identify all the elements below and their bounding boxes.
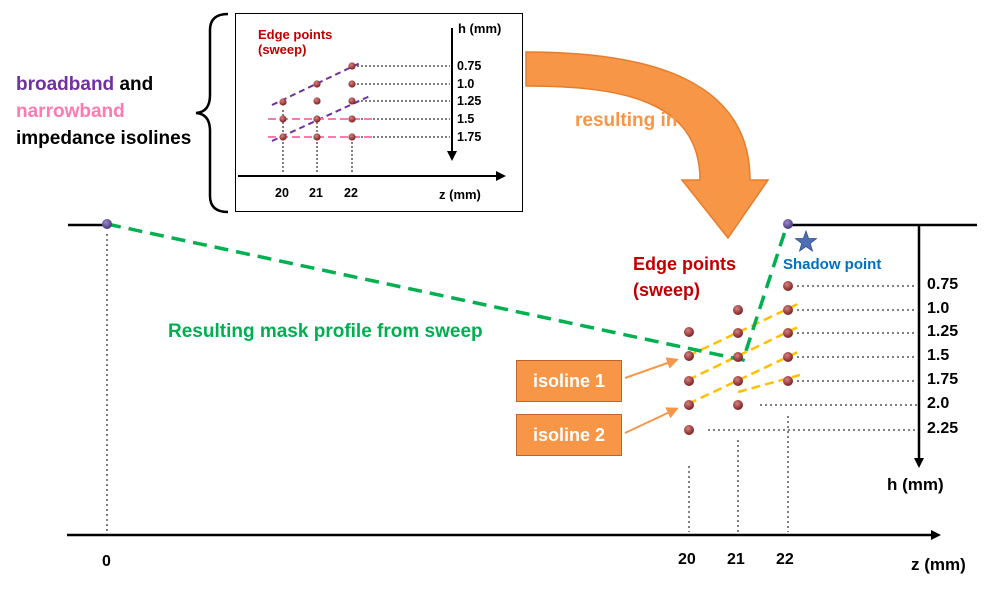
inset-h-tick: 1.25 — [457, 94, 482, 108]
isoline2-pointer — [624, 407, 679, 434]
and-label: and — [114, 74, 154, 95]
main-h-axis-label: h (mm) — [887, 475, 944, 494]
inset-h-axis-label: h (mm) — [458, 21, 502, 36]
main-z-axis-label: z (mm) — [911, 555, 966, 574]
isoline2-box: isoline 2 — [516, 414, 622, 456]
inset-h-tick: 1.5 — [457, 112, 475, 126]
z-tick: 0 — [102, 553, 111, 570]
isoline2-label: isoline 2 — [532, 424, 606, 445]
edge-point — [684, 400, 694, 410]
inset-diagram — [238, 28, 506, 181]
edge-point — [733, 352, 743, 362]
isoline1-label: isoline 1 — [532, 370, 606, 391]
inset-edge-point — [313, 133, 321, 141]
yellow-isoline — [687, 349, 801, 406]
yellow-isoline — [737, 373, 801, 394]
isoline1-box: isoline 1 — [516, 360, 622, 402]
h-tick: 2.25 — [927, 420, 959, 437]
inset-edge-point — [279, 133, 287, 141]
resulting-in-arrow — [525, 51, 770, 240]
edge-point — [733, 305, 743, 315]
inset-broadband-isoline — [271, 61, 363, 106]
inset-edge-point — [348, 115, 356, 123]
edge-points-title: Edge points (sweep) — [633, 254, 736, 300]
z-tick: 22 — [776, 551, 794, 568]
h-tick: 0.75 — [927, 276, 959, 293]
edge-point — [684, 376, 694, 386]
isolines-legend-label: broadband and narrowband impedance isoli… — [16, 74, 191, 155]
resulting-in-label: resulting in — [575, 110, 678, 131]
curly-brace — [195, 12, 229, 214]
isoline1-pointer — [624, 357, 679, 379]
inset-edge-point — [348, 97, 356, 105]
inset-edge-point — [279, 115, 287, 123]
h-tick: 1.0 — [927, 300, 950, 317]
inset-z-tick: 22 — [344, 186, 358, 200]
profile-end-point — [783, 219, 793, 229]
z-tick: 21 — [727, 551, 745, 568]
inset-edge-point — [348, 133, 356, 141]
edge-point — [783, 281, 793, 291]
inset-z-tick: 21 — [309, 186, 323, 200]
inset-frame — [235, 13, 523, 212]
z-tick: 20 — [678, 551, 696, 568]
inset-h-tick: 1.0 — [457, 77, 475, 91]
h-tick: 1.25 — [927, 323, 959, 340]
inset-h-tick: 1.75 — [457, 130, 482, 144]
edge-point — [684, 425, 694, 435]
narrowband-label: narrowband — [16, 101, 125, 122]
profile-start-point — [102, 219, 112, 229]
yellow-isoline — [687, 301, 801, 358]
inset-edge-point — [348, 80, 356, 88]
edge-point — [783, 328, 793, 338]
edge-point — [783, 376, 793, 386]
edge-point — [733, 400, 743, 410]
inset-edge-title: Edge points (sweep) — [258, 27, 333, 57]
inset-edge-point — [313, 115, 321, 123]
edge-point — [684, 327, 694, 337]
shadow-point-label: Shadow point — [783, 256, 882, 273]
inset-z-axis-label: z (mm) — [439, 187, 481, 202]
inset-z-tick: 20 — [275, 186, 289, 200]
yellow-isoline — [687, 324, 801, 382]
inset-edge-point — [313, 80, 321, 88]
edge-point — [783, 305, 793, 315]
inset-edge-point — [279, 98, 287, 106]
broadband-label: broadband — [16, 74, 115, 95]
inset-edge-point — [313, 97, 321, 105]
inset-edge-point — [348, 62, 356, 70]
mask-profile-line — [106, 222, 789, 363]
mask-profile-label: Resulting mask profile from sweep — [168, 321, 483, 342]
edge-point — [733, 328, 743, 338]
edge-point — [684, 351, 694, 361]
h-tick: 1.5 — [927, 347, 950, 364]
edge-point — [733, 376, 743, 386]
edge-point — [783, 352, 793, 362]
impedance-isolines-label: impedance isolines — [16, 128, 192, 149]
h-tick: 2.0 — [927, 395, 950, 412]
shadow-point-star-icon — [794, 229, 818, 252]
inset-h-tick: 0.75 — [457, 59, 482, 73]
h-tick: 1.75 — [927, 371, 959, 388]
